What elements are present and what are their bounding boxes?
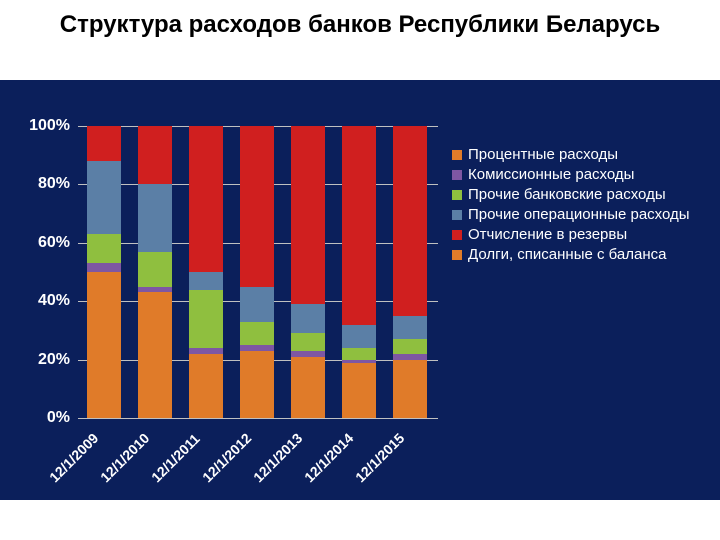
chart-panel: 0%20%40%60%80%100%12/1/200912/1/201012/1… [0, 80, 720, 500]
plot-area: 0%20%40%60%80%100%12/1/200912/1/201012/1… [78, 126, 438, 418]
legend: Процентные расходы Комиссионные расходы Пр… [452, 146, 712, 266]
bar-segment-other_oper [189, 272, 223, 290]
bar-slot [291, 126, 325, 418]
bar-segment-other_bank [291, 333, 325, 351]
bar-segment-interest [240, 351, 274, 418]
legend-item: Отчисление в резервы [452, 226, 712, 244]
x-tick-label: 12/1/2012 [199, 430, 254, 485]
x-tick-label: 12/1/2015 [352, 430, 407, 485]
bar-segment-other_bank [240, 322, 274, 345]
bar-segment-other_bank [138, 252, 172, 287]
legend-swatch [452, 190, 462, 200]
y-tick-label: 40% [20, 292, 70, 310]
legend-item: Долги, списанные с баланса [452, 246, 712, 264]
bar-segment-other_bank [87, 234, 121, 263]
bar-segment-other_oper [138, 184, 172, 251]
legend-label: Прочие банковские расходы [468, 186, 666, 204]
gridline [78, 418, 438, 419]
legend-label: Отчисление в резервы [468, 226, 627, 244]
x-tick-label: 12/1/2009 [46, 430, 101, 485]
x-tick-label: 12/1/2010 [97, 430, 152, 485]
bar-segment-other_bank [393, 339, 427, 354]
bar-slot [138, 126, 172, 418]
bar-segment-reserves [393, 126, 427, 316]
bar-segment-other_oper [393, 316, 427, 339]
bar-segment-other_oper [87, 161, 121, 234]
legend-label: Долги, списанные с баланса [468, 246, 666, 264]
bar-segment-interest [393, 360, 427, 418]
slide: Структура расходов банков Республики Бел… [0, 0, 720, 540]
bar-segment-commission [342, 360, 376, 363]
bar-segment-interest [291, 357, 325, 418]
bar-segment-reserves [87, 126, 121, 161]
legend-label: Процентные расходы [468, 146, 618, 164]
bar-segment-reserves [240, 126, 274, 287]
legend-swatch [452, 230, 462, 240]
bar-segment-other_bank [342, 348, 376, 360]
legend-swatch [452, 150, 462, 160]
bar-segment-reserves [342, 126, 376, 325]
bar-segment-other_oper [342, 325, 376, 348]
legend-swatch [452, 170, 462, 180]
y-tick-label: 80% [20, 175, 70, 193]
bar-slot [189, 126, 223, 418]
bar-segment-other_oper [291, 304, 325, 333]
bar-segment-commission [138, 287, 172, 293]
legend-label: Прочие операционные расходы [468, 206, 690, 224]
y-tick-label: 60% [20, 234, 70, 252]
y-tick-label: 20% [20, 351, 70, 369]
bar-segment-interest [87, 272, 121, 418]
bar-segment-commission [393, 354, 427, 360]
legend-swatch [452, 210, 462, 220]
bar-segment-commission [87, 263, 121, 272]
legend-item: Комиссионные расходы [452, 166, 712, 184]
legend-item: Процентные расходы [452, 146, 712, 164]
x-tick-label: 12/1/2013 [250, 430, 305, 485]
x-tick-label: 12/1/2014 [301, 430, 356, 485]
bar-segment-reserves [138, 126, 172, 184]
bar-segment-other_bank [189, 290, 223, 348]
bar-segment-commission [240, 345, 274, 351]
legend-item: Прочие операционные расходы [452, 206, 712, 224]
bar-segment-interest [342, 363, 376, 418]
bar-segment-reserves [189, 126, 223, 272]
y-tick-label: 100% [20, 117, 70, 135]
bar-slot [87, 126, 121, 418]
legend-item: Прочие банковские расходы [452, 186, 712, 204]
bar-segment-other_oper [240, 287, 274, 322]
bar-slot [342, 126, 376, 418]
legend-swatch [452, 250, 462, 260]
y-tick-label: 0% [20, 409, 70, 427]
bar-slot [393, 126, 427, 418]
x-tick-label: 12/1/2011 [148, 431, 203, 486]
bar-segment-interest [189, 354, 223, 418]
legend-label: Комиссионные расходы [468, 166, 634, 184]
bar-segment-commission [291, 351, 325, 357]
page-title: Структура расходов банков Республики Бел… [0, 0, 720, 40]
bar-slot [240, 126, 274, 418]
bar-segment-reserves [291, 126, 325, 304]
bar-segment-interest [138, 292, 172, 418]
bar-segment-commission [189, 348, 223, 354]
